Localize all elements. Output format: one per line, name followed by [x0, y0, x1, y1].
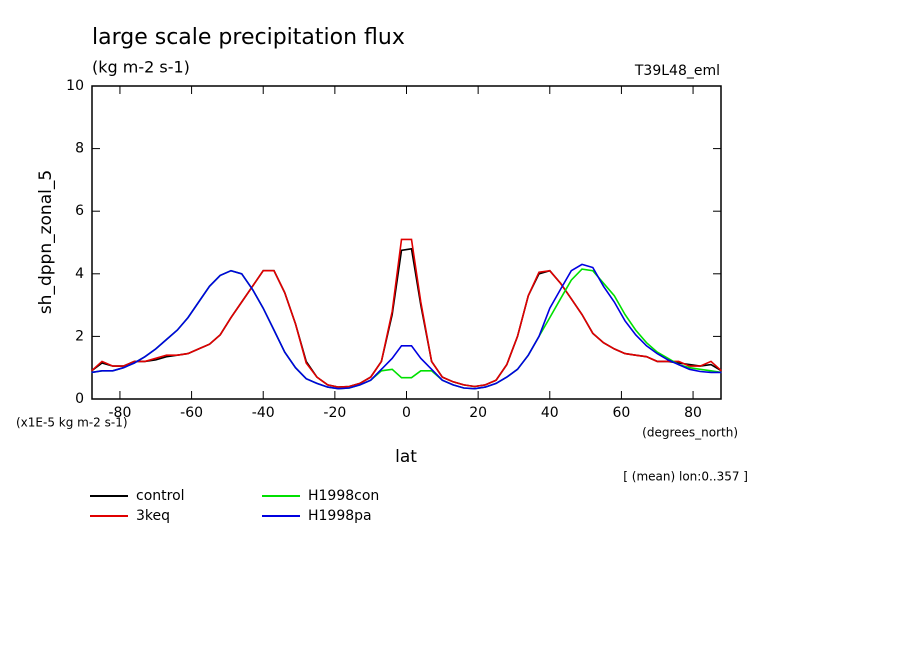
- x-tick-label: -80: [109, 405, 132, 421]
- y-tick-label: 0: [75, 391, 84, 407]
- y-tick-label: 4: [75, 266, 84, 282]
- x-tick-label: 40: [541, 405, 559, 421]
- plot-frame: [91, 85, 722, 400]
- x-tick-label: -20: [323, 405, 346, 421]
- footnote: [ (mean) lon:0..357 ]: [623, 470, 748, 484]
- x-tick-label: 80: [684, 405, 702, 421]
- x-units: (degrees_north): [642, 426, 738, 440]
- legend-label: control: [136, 488, 185, 504]
- y-units: (x1E-5 kg m-2 s-1): [16, 416, 128, 430]
- x-tick-label: -40: [252, 405, 275, 421]
- y-tick-label: 2: [75, 328, 84, 344]
- x-tick-label: 60: [613, 405, 631, 421]
- legend-label: H1998pa: [308, 508, 372, 524]
- series-line: [91, 268, 722, 390]
- legend-label: H1998con: [308, 488, 379, 504]
- x-tick-label: 20: [469, 405, 487, 421]
- series-line: [91, 238, 722, 388]
- chart-subtitle: (kg m-2 s-1): [92, 58, 190, 77]
- legend-label: 3keq: [136, 508, 170, 524]
- y-tick-label: 10: [66, 78, 84, 94]
- chart-title: large scale precipitation flux: [92, 25, 405, 50]
- x-axis-label: lat: [395, 447, 417, 467]
- x-tick-label: 0: [402, 405, 411, 421]
- annotation: T39L48_eml: [634, 63, 720, 79]
- y-tick-label: 8: [75, 141, 84, 157]
- series-line: [91, 263, 722, 390]
- x-tick-label: -60: [180, 405, 203, 421]
- y-tick-label: 6: [75, 203, 84, 219]
- y-axis-label: sh_dppn_zonal_5: [36, 170, 56, 314]
